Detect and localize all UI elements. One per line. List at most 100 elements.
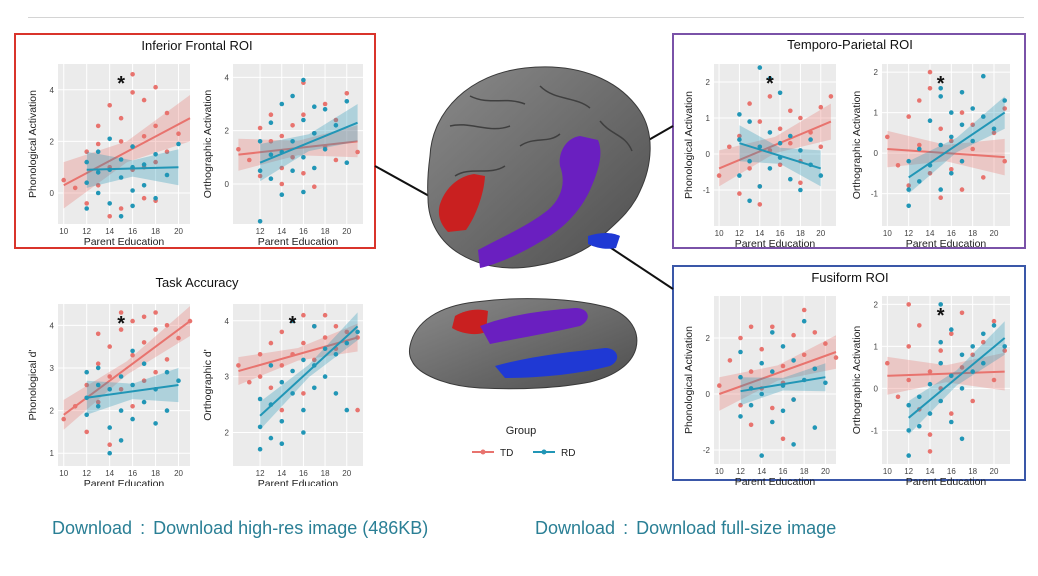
data-point-td (290, 155, 295, 160)
download-high-res-link[interactable]: Download : Download high-res image (486K… (52, 518, 428, 539)
legend-item-rd: RD (533, 448, 575, 459)
scatter-plot-4: 12 14 16 18 20 2 3 4 Parent Education Orthographi… (202, 304, 363, 486)
data-point-rd (344, 407, 350, 413)
data-point-rd (798, 148, 803, 153)
data-point-td (938, 126, 943, 132)
data-point-rd (290, 93, 295, 99)
download-high-res-label: Download high-res image (486KB) (153, 518, 429, 538)
data-point-td (355, 407, 360, 413)
plot-background (58, 304, 190, 466)
y-tick-label: 2 (706, 334, 711, 343)
data-point-rd (268, 152, 274, 157)
data-point-rd (737, 173, 742, 178)
download-full-size-link[interactable]: Download : Download full-size image (535, 518, 836, 539)
scatter-plot-7: 10 12 14 16 18 20 -2 0 2 Parent Education Phonolog… (683, 296, 839, 486)
data-point-rd (153, 195, 158, 201)
plot-background (882, 64, 1010, 226)
legend-item-td: TD (472, 448, 513, 459)
data-point-rd (118, 438, 124, 443)
data-point-td (176, 335, 181, 341)
y-tick-label: 3 (50, 364, 55, 373)
data-point-rd (279, 379, 285, 385)
data-point-rd (322, 147, 328, 152)
data-point-rd (938, 94, 943, 99)
data-point-rd (777, 140, 783, 146)
data-point-rd (917, 394, 922, 400)
significance-star: * (117, 313, 125, 335)
x-axis-title: Parent Education (906, 476, 987, 486)
ventral-fusiform-roi (495, 348, 618, 378)
data-point-rd (747, 158, 752, 164)
data-point-td (906, 344, 911, 349)
data-point-td (1002, 106, 1007, 111)
fit-line-rd (259, 121, 358, 164)
figure-canvas: Inferior Frontal ROI Temporo-Parietal RO… (14, 33, 1026, 486)
data-point-td (818, 144, 824, 150)
data-point-td (885, 360, 890, 366)
data-point-rd (991, 126, 997, 132)
data-point-td (757, 202, 763, 207)
data-point-rd (279, 441, 285, 447)
x-tick-label: 12 (904, 467, 913, 476)
x-axis-title: Parent Education (84, 236, 165, 248)
data-point-rd (938, 142, 943, 148)
data-point-td (770, 324, 775, 330)
data-point-td (118, 310, 124, 315)
data-point-td (927, 369, 933, 374)
x-tick-label: 12 (256, 469, 265, 478)
y-axis-title: Phonological Activation (683, 91, 695, 199)
y-tick-label: 2 (874, 300, 879, 309)
data-point-td (95, 361, 101, 367)
data-point-td (927, 449, 933, 454)
data-point-rd (141, 399, 147, 405)
data-point-td (801, 352, 807, 358)
data-point-td (279, 133, 285, 139)
fit-line-rd (259, 325, 359, 417)
significance-star: * (937, 305, 945, 327)
data-point-rd (257, 139, 263, 144)
data-point-td (949, 138, 954, 144)
data-point-rd (938, 360, 943, 366)
data-point-td (333, 117, 339, 123)
data-point-rd (322, 374, 328, 379)
top-divider (28, 17, 1024, 18)
y-tick-label: 1 (50, 449, 55, 458)
data-point-td (737, 191, 742, 196)
data-point-td (164, 357, 170, 362)
data-point-td (279, 407, 285, 413)
y-tick-label: 4 (50, 321, 55, 330)
fusiform-roi (588, 233, 620, 249)
data-point-td (959, 310, 965, 316)
data-point-rd (949, 327, 954, 332)
data-point-td (716, 173, 722, 178)
data-point-rd (759, 360, 764, 366)
data-point-rd (767, 76, 773, 81)
data-point-rd (818, 173, 824, 178)
x-tick-label: 12 (736, 467, 745, 476)
data-point-td (777, 126, 783, 132)
data-point-rd (130, 144, 135, 149)
plot-background (714, 296, 836, 464)
data-point-rd (906, 187, 911, 192)
data-point-td (107, 374, 112, 379)
data-point-td (738, 335, 743, 341)
y-axis-title: Orthographic Activation (202, 90, 214, 199)
data-point-rd (268, 176, 274, 181)
data-point-td (268, 340, 274, 346)
data-point-rd (95, 190, 101, 196)
data-point-td (141, 134, 147, 139)
data-point-td (247, 157, 252, 163)
data-point-rd (257, 424, 263, 430)
data-point-rd (333, 391, 339, 396)
data-point-td (257, 173, 263, 179)
data-point-rd (301, 407, 306, 413)
data-point-rd (84, 180, 89, 185)
data-point-rd (949, 373, 954, 379)
data-point-rd (153, 421, 158, 426)
data-point-td (107, 214, 112, 219)
fit-line-td (63, 117, 191, 187)
y-tick-label: -2 (703, 446, 711, 455)
x-tick-label: 18 (321, 227, 330, 236)
data-point-rd (906, 402, 911, 408)
